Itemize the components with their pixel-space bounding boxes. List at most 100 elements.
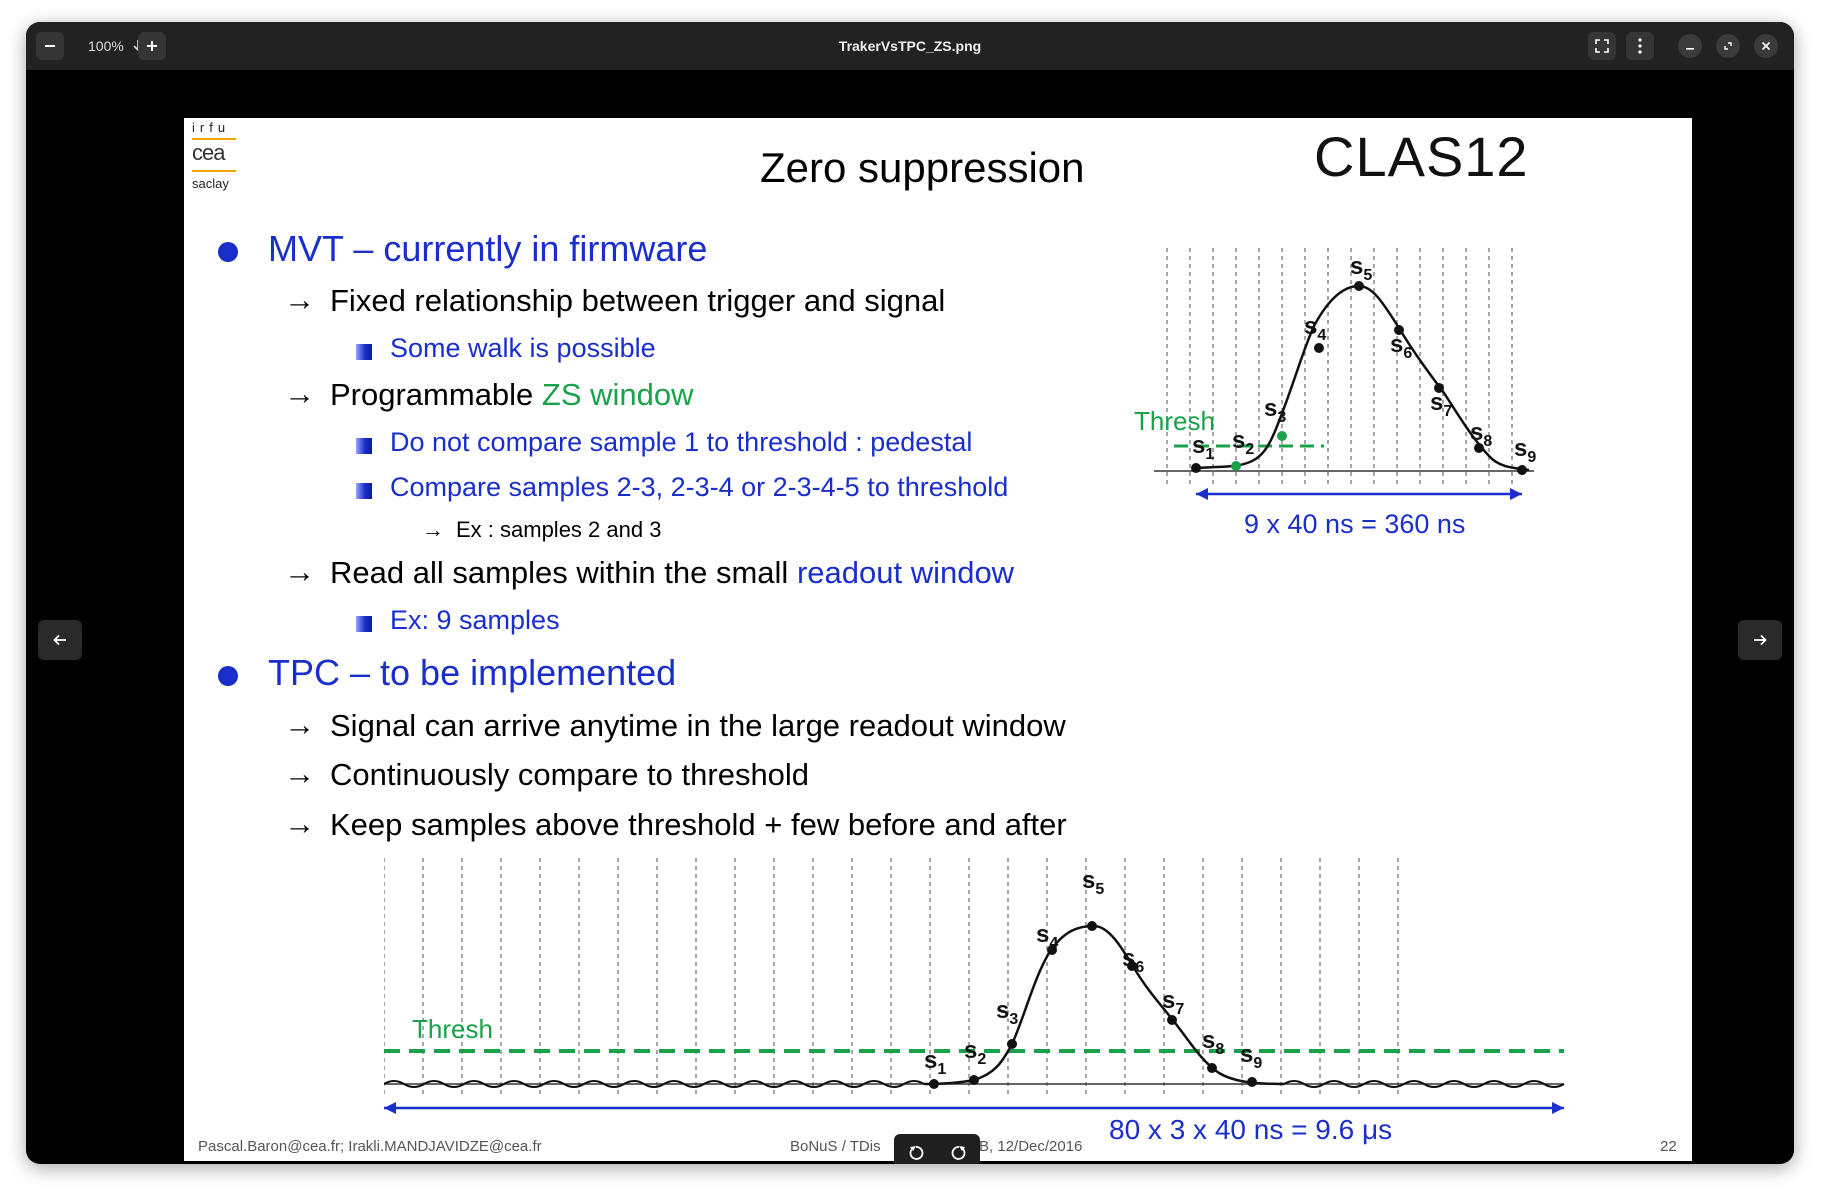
- mvt-item-2-text: Programmable: [330, 377, 542, 412]
- kebab-menu-icon: [1638, 38, 1642, 54]
- svg-text:s4: s4: [1036, 921, 1058, 952]
- arrow-glyph: →: [284, 707, 315, 742]
- svg-text:s2: s2: [964, 1037, 986, 1068]
- next-image-button[interactable]: [1738, 620, 1782, 660]
- tpc-heading: TPC – to be implemented: [268, 652, 677, 693]
- svg-text:s4: s4: [1304, 313, 1326, 344]
- svg-text:s8: s8: [1470, 419, 1492, 450]
- rotate-left-button[interactable]: [908, 1145, 924, 1165]
- mvt-item-2-sub-2: Compare samples 2-3, 2-3-4 or 2-3-4-5 to…: [390, 472, 1009, 502]
- mvt-item-1: Fixed relationship between trigger and s…: [330, 283, 946, 318]
- mvt-waveform-diagram: Thresh 9 x 40 ns = 360 ns s1 s2 s3 s4 s5…: [1134, 248, 1536, 539]
- window-title: TrakerVsTPC_ZS.png: [838, 38, 982, 54]
- close-button[interactable]: [1754, 34, 1778, 58]
- mvt-item-3: Read all samples within the small readou…: [330, 555, 1014, 591]
- irfu-cea-saclay-logo: irfu cea saclay: [190, 120, 240, 200]
- readout-window-highlight: readout window: [796, 555, 1015, 590]
- rotate-right-button[interactable]: [951, 1145, 967, 1165]
- arrow-glyph: →: [284, 282, 315, 317]
- svg-text:s7: s7: [1162, 987, 1184, 1018]
- square-bullet-icon: [356, 344, 372, 360]
- svg-text:s7: s7: [1430, 389, 1452, 420]
- zs-window-highlight: ZS window: [541, 377, 694, 412]
- bullet-dot: [218, 666, 238, 686]
- svg-text:s3: s3: [996, 997, 1018, 1028]
- menu-button[interactable]: [1626, 32, 1654, 60]
- svg-text:s9: s9: [1240, 1041, 1262, 1072]
- zoom-level-text: 100%: [88, 38, 124, 54]
- clas12-logo: CLAS12: [1314, 125, 1529, 188]
- mvt-item-2-sub-1: Do not compare sample 1 to threshold : p…: [390, 427, 973, 457]
- sample-gridlines: [1166, 248, 1513, 488]
- sample-points: [929, 921, 1257, 1089]
- noise-baseline: [384, 1080, 925, 1088]
- svg-text:s5: s5: [1082, 867, 1104, 898]
- plus-icon: [147, 41, 157, 51]
- svg-text:s6: s6: [1390, 331, 1412, 362]
- thresh-label: Thresh: [1134, 406, 1215, 436]
- tpc-item-2: Continuously compare to threshold: [330, 757, 810, 792]
- svg-text:s6: s6: [1122, 945, 1144, 976]
- title-bar: 100% TrakerVsTPC_ZS.png: [26, 22, 1794, 70]
- arrow-glyph: →: [422, 517, 444, 542]
- sample-labels: s1 s2 s3 s4 s5 s6 s7 s8 s9: [924, 867, 1262, 1078]
- rotate-left-icon: [909, 1145, 923, 1160]
- bullet-dot: [218, 242, 238, 262]
- minus-icon: [45, 45, 55, 47]
- tpc-waveform-diagram: Thresh 80 x 3 x 40 ns = 9.6 μs s1 s2 s3 …: [384, 858, 1565, 1145]
- mvt-item-2: Programmable ZS window: [330, 377, 694, 413]
- arrow-glyph: →: [284, 376, 315, 411]
- logo-saclay-text: saclay: [192, 176, 229, 191]
- footer-meeting: BoNuS / TDis: [790, 1138, 881, 1155]
- zoom-out-button[interactable]: [36, 32, 64, 60]
- close-icon: [1761, 41, 1771, 51]
- minimize-button[interactable]: [1678, 34, 1702, 58]
- svg-text:s8: s8: [1202, 1027, 1224, 1058]
- zoom-in-button[interactable]: [138, 32, 166, 60]
- mvt-item-3-sub: Ex: 9 samples: [390, 605, 560, 635]
- fullscreen-button[interactable]: [1588, 32, 1616, 60]
- logo-line-orange-2: [192, 170, 236, 172]
- mvt-heading: MVT – currently in firmware: [268, 228, 708, 269]
- rotate-right-icon: [951, 1145, 965, 1160]
- footer-authors: Pascal.Baron@cea.fr; Irakli.MANDJAVIDZE@…: [198, 1138, 542, 1155]
- arrow-glyph: →: [284, 756, 315, 791]
- arrow-right-icon: [1754, 634, 1767, 646]
- duration-caption: 80 x 3 x 40 ns = 9.6 μs: [1109, 1114, 1392, 1145]
- sample-points: [1191, 281, 1527, 475]
- arrowhead: [384, 1102, 1564, 1114]
- viewer-window: 100% TrakerVsTPC_ZS.png irfu: [26, 22, 1794, 1164]
- tpc-item-3: Keep samples above threshold + few befor…: [330, 807, 1067, 842]
- noise-tail: [1283, 1080, 1565, 1088]
- arrow-left-icon: [53, 634, 66, 646]
- logo-irfu-text: irfu: [192, 120, 231, 135]
- arrow-glyph: →: [284, 554, 315, 589]
- sample-gridlines: [384, 858, 1399, 1098]
- arrow-glyph: →: [284, 806, 315, 841]
- thresh-label: Thresh: [412, 1014, 493, 1044]
- svg-text:s3: s3: [1264, 395, 1286, 426]
- svg-text:s1: s1: [924, 1047, 946, 1078]
- minimize-icon: [1686, 48, 1694, 50]
- previous-image-button[interactable]: [38, 620, 82, 660]
- svg-text:s9: s9: [1514, 435, 1536, 466]
- zoom-level-control[interactable]: 100%: [88, 32, 144, 60]
- sample-labels: s1 s2 s3 s4 s5 s6 s7 s8 s9: [1192, 253, 1536, 466]
- maximize-button[interactable]: [1716, 34, 1740, 58]
- square-bullet-icon: [356, 438, 372, 454]
- duration-caption: 9 x 40 ns = 360 ns: [1244, 509, 1465, 539]
- slide-title: Zero suppression: [760, 144, 1085, 191]
- square-bullet-icon: [356, 483, 372, 499]
- logo-line-orange: [192, 138, 236, 140]
- restore-icon: [1724, 42, 1732, 50]
- mvt-item-2-sub-3: Ex : samples 2 and 3: [456, 517, 662, 542]
- square-bullet-icon: [356, 616, 372, 632]
- mvt-item-1-sub: Some walk is possible: [390, 333, 656, 363]
- footer-date: B, 12/Dec/2016: [979, 1138, 1083, 1155]
- logo-cea-text: cea: [192, 140, 225, 165]
- svg-text:s2: s2: [1232, 427, 1254, 458]
- svg-text:s5: s5: [1350, 253, 1372, 284]
- tpc-item-1: Signal can arrive anytime in the large r…: [330, 708, 1066, 743]
- svg-text:s1: s1: [1192, 432, 1214, 463]
- page-number: 22: [1660, 1138, 1677, 1155]
